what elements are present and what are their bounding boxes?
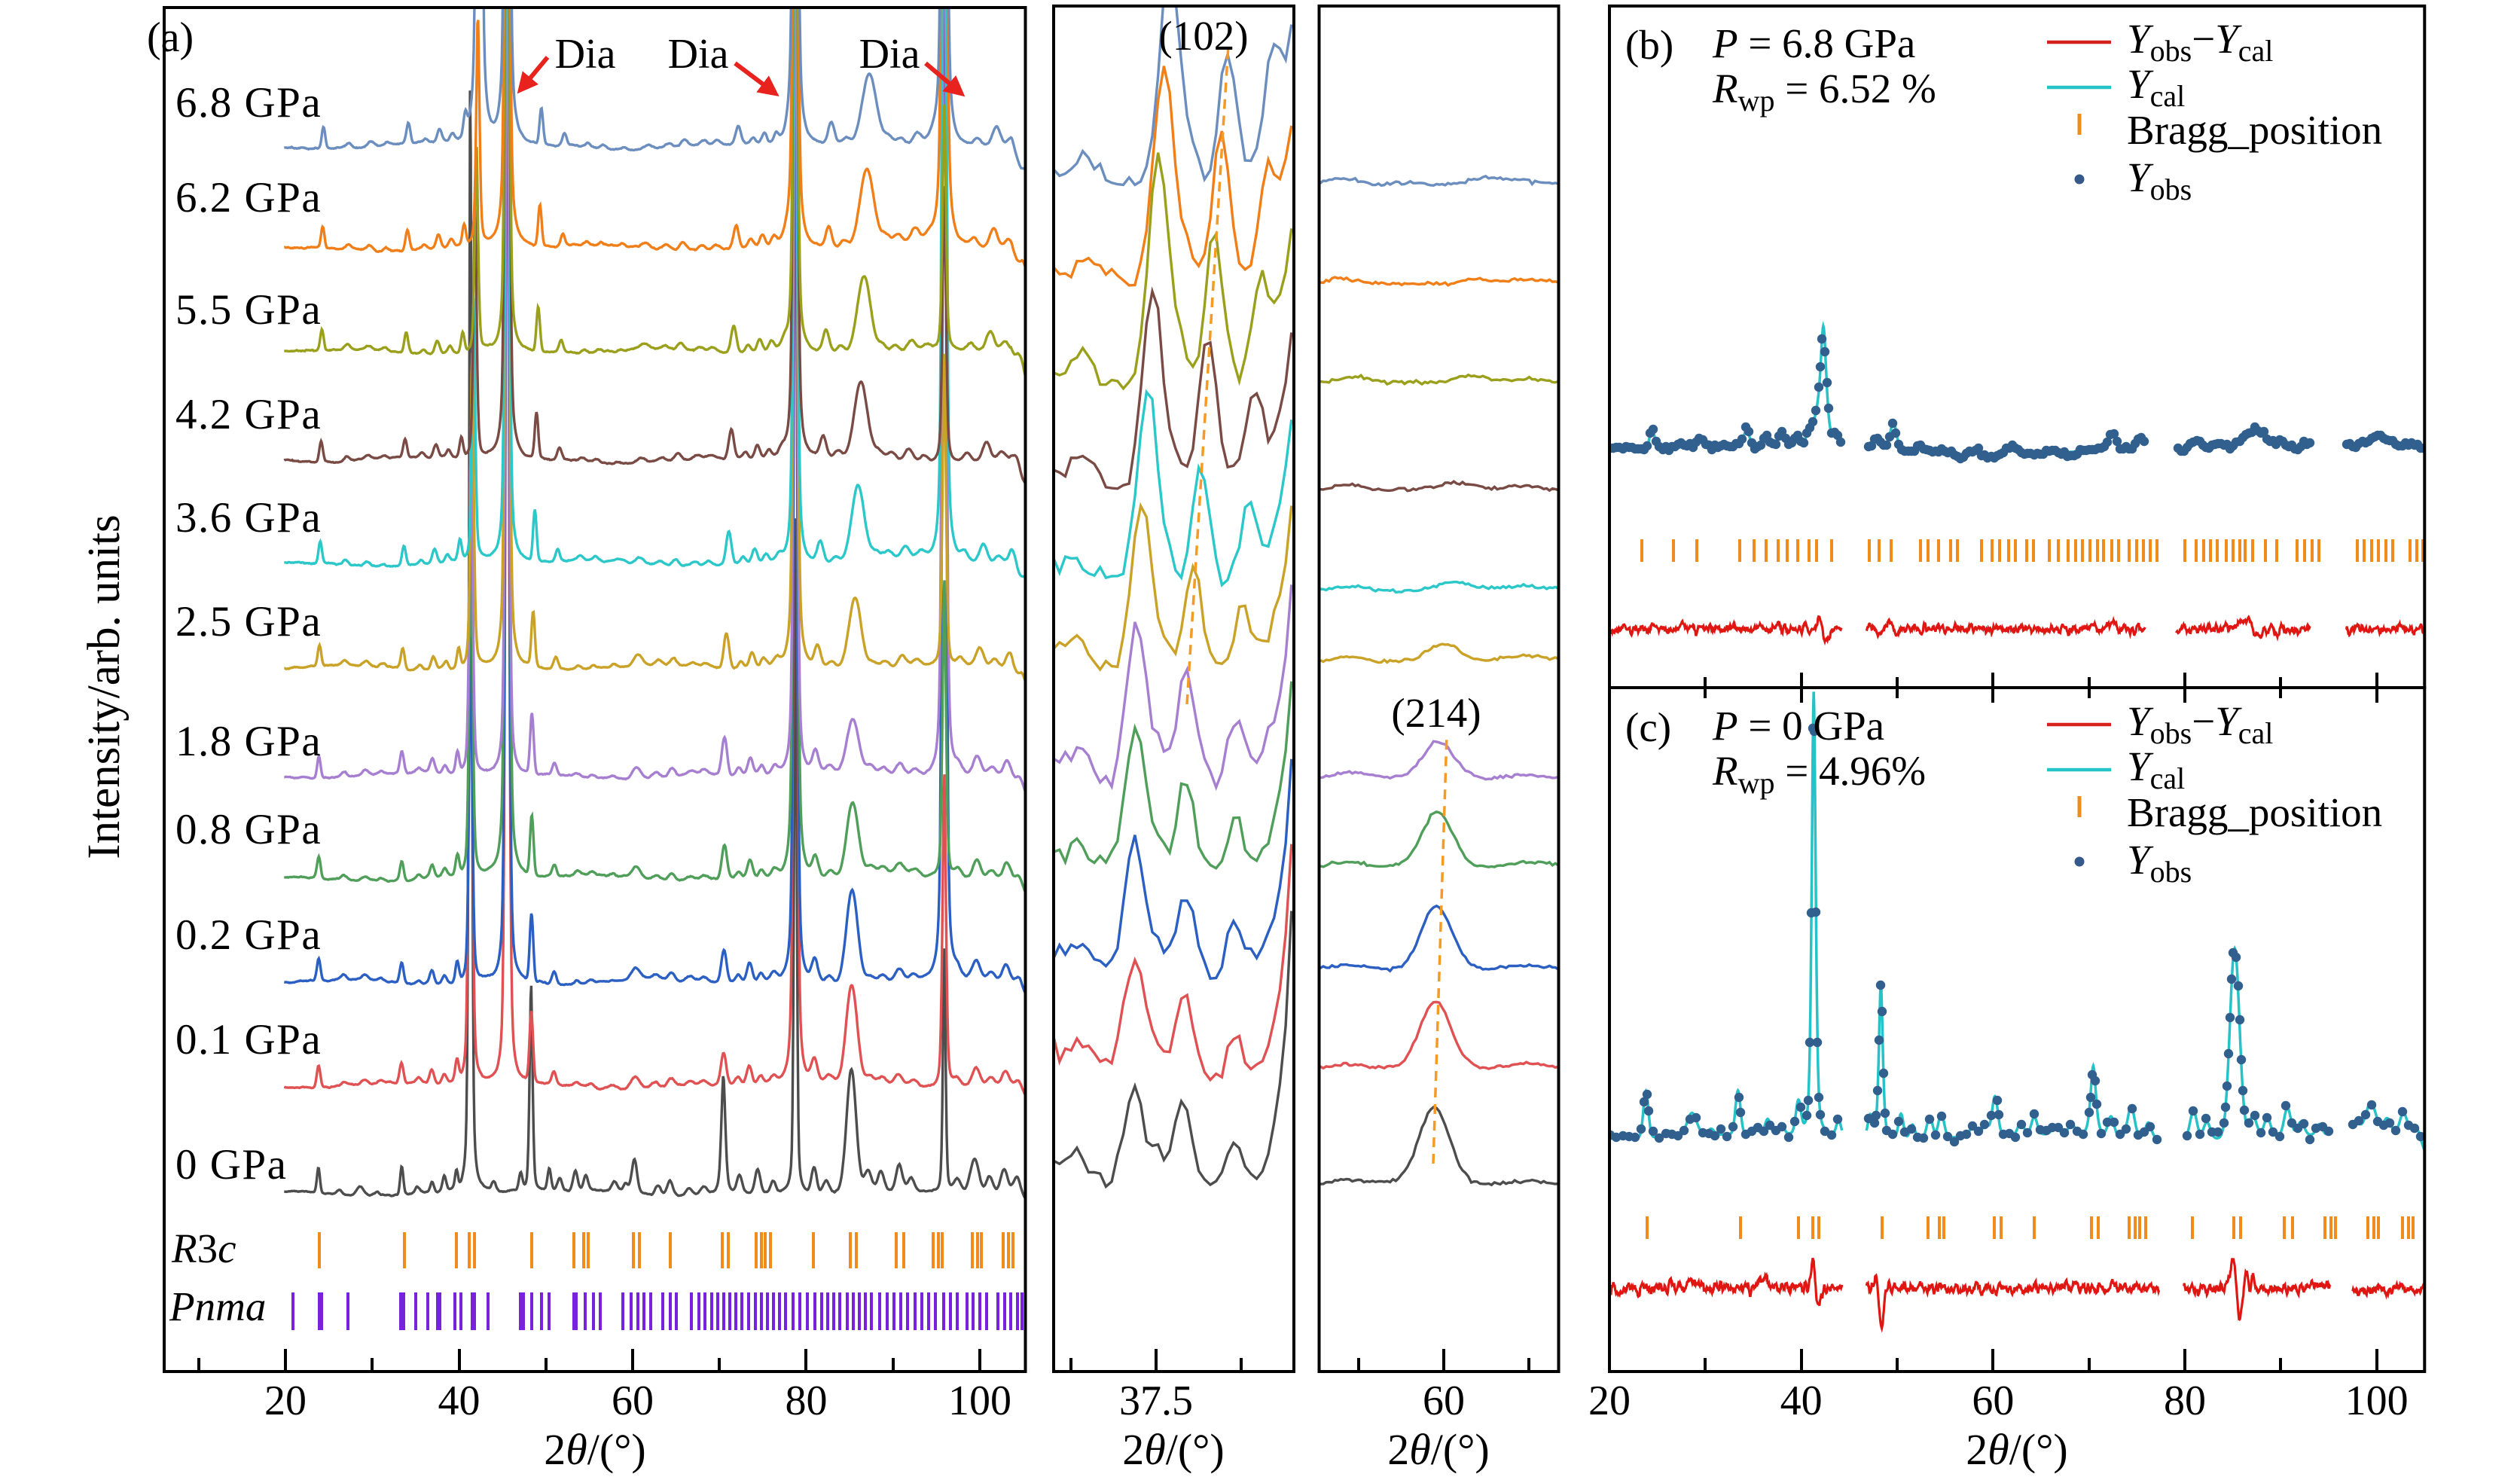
svg-text:0 GPa: 0 GPa [175,1141,287,1189]
svg-text:6.2 GPa: 6.2 GPa [175,174,322,221]
svg-text:2.5 GPa: 2.5 GPa [175,598,322,645]
svg-text:100: 100 [2345,1378,2409,1424]
svg-text:80: 80 [786,1378,828,1424]
svg-text:(a): (a) [147,14,194,61]
svg-text:P = 0 GPa: P = 0 GPa [1712,703,1884,749]
svg-text:6.8 GPa: 6.8 GPa [175,79,322,127]
svg-text:Bragg_position: Bragg_position [2127,789,2382,835]
svg-text:Yobs: Yobs [2127,154,2192,206]
svg-text:60: 60 [1423,1378,1465,1424]
svg-text:Dia: Dia [668,31,729,78]
svg-text:Rwp = 4.96%: Rwp = 4.96% [1712,748,1926,800]
svg-text:60: 60 [612,1378,654,1424]
svg-text:(214): (214) [1391,690,1481,736]
svg-text:Dia: Dia [555,31,616,78]
svg-text:40: 40 [438,1378,481,1424]
svg-text:20: 20 [264,1378,307,1424]
svg-text:(102): (102) [1158,13,1248,59]
svg-text:(b): (b) [1625,22,1673,68]
svg-text:(c): (c) [1625,704,1671,750]
svg-text:3.6 GPa: 3.6 GPa [175,494,322,542]
svg-text:2θ/(°): 2θ/(°) [544,1425,645,1474]
svg-text:2θ/(°): 2θ/(°) [1966,1425,2067,1474]
svg-text:0.1 GPa: 0.1 GPa [175,1016,322,1063]
svg-text:80: 80 [2164,1378,2206,1424]
svg-text:Intensity/arb. units: Intensity/arb. units [79,514,130,859]
svg-text:Dia: Dia [859,31,920,78]
svg-text:P = 6.8 GPa: P = 6.8 GPa [1712,20,1915,66]
svg-text:R3c: R3c [171,1225,236,1271]
svg-text:Ycal: Ycal [2127,61,2185,113]
svg-text:Ycal: Ycal [2127,743,2185,795]
svg-text:0.8 GPa: 0.8 GPa [175,806,322,853]
svg-text:5.5 GPa: 5.5 GPa [175,286,322,334]
svg-text:20: 20 [1588,1378,1631,1424]
svg-text:Yobs−Ycal: Yobs−Ycal [2127,16,2273,68]
svg-text:2θ/(°): 2θ/(°) [1122,1425,1224,1474]
svg-text:1.8 GPa: 1.8 GPa [175,718,322,765]
svg-text:40: 40 [1780,1378,1823,1424]
svg-text:100: 100 [948,1378,1011,1424]
svg-text:0.2 GPa: 0.2 GPa [175,911,322,959]
svg-text:2θ/(°): 2θ/(°) [1387,1425,1489,1474]
svg-text:Pnma: Pnma [169,1283,266,1329]
svg-text:Yobs−Ycal: Yobs−Ycal [2127,698,2273,750]
svg-text:4.2 GPa: 4.2 GPa [175,391,322,438]
svg-text:Yobs: Yobs [2127,837,2192,889]
svg-text:37.5: 37.5 [1119,1378,1193,1424]
svg-text:60: 60 [1972,1378,2014,1424]
svg-text:Bragg_position: Bragg_position [2127,107,2382,153]
